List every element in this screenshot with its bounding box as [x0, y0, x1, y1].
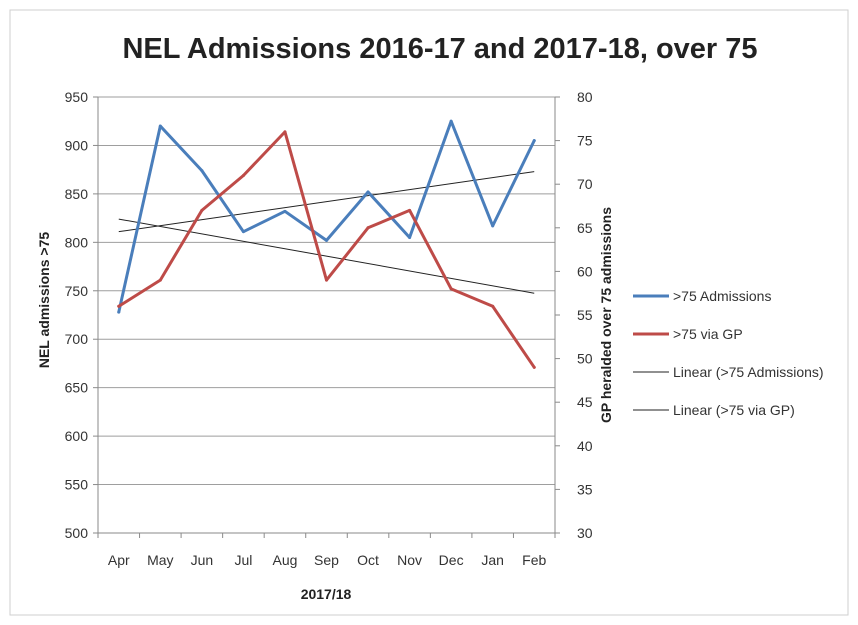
- axes: [93, 96, 560, 538]
- left-tick-label: 700: [65, 331, 89, 347]
- left-tick-label: 650: [65, 380, 89, 396]
- data-series: [117, 119, 536, 369]
- data-point: [117, 304, 121, 308]
- x-axis-label: 2017/18: [301, 586, 352, 602]
- data-point: [325, 278, 328, 282]
- x-tick-label: May: [147, 552, 173, 568]
- legend: >75 Admissions >75 via GP Linear (>75 Admi…: [633, 288, 824, 418]
- data-point: [491, 224, 495, 228]
- data-point: [117, 310, 121, 314]
- data-point: [200, 208, 204, 212]
- left-axis-ticks: 950 900 850 800 750 700 650 600 550 500: [65, 89, 89, 541]
- chart-border: [9, 9, 849, 616]
- legend-label: >75 via GP: [673, 326, 743, 342]
- data-point: [158, 278, 162, 282]
- right-axis-label: GP heralded over 75 admissions: [598, 207, 614, 423]
- data-point: [449, 119, 453, 123]
- x-axis-ticks: Apr May Jun Jul Aug Sep Oct Nov Dec Jan Feb: [108, 552, 547, 568]
- left-tick-label: 950: [65, 89, 89, 105]
- left-tick-label: 600: [65, 428, 89, 444]
- data-point: [283, 209, 287, 213]
- left-axis-label: NEL admissions >75: [36, 232, 52, 369]
- data-point: [158, 124, 162, 128]
- left-tick-label: 750: [65, 283, 89, 299]
- data-point: [532, 365, 536, 369]
- right-tick-label: 75: [577, 133, 593, 149]
- data-point: [408, 208, 412, 212]
- data-point: [366, 226, 370, 230]
- x-tick-label: Jan: [481, 552, 504, 568]
- right-tick-label: 60: [577, 263, 593, 279]
- data-point: [200, 169, 204, 173]
- data-point: [532, 139, 536, 143]
- right-tick-label: 30: [577, 525, 593, 541]
- right-tick-label: 80: [577, 89, 593, 105]
- x-tick-label: Nov: [397, 552, 422, 568]
- x-tick-label: Dec: [439, 552, 464, 568]
- right-tick-label: 40: [577, 438, 593, 454]
- x-tick-label: Jun: [191, 552, 214, 568]
- right-axis-ticks: 80 75 70 65 60 55 50 45 40 35 30: [577, 89, 593, 541]
- data-point: [241, 173, 245, 177]
- chart-title: NEL Admissions 2016-17 and 2017-18, over…: [122, 33, 757, 65]
- left-tick-label: 550: [65, 477, 89, 493]
- right-tick-label: 35: [577, 481, 593, 497]
- left-tick-label: 500: [65, 525, 89, 541]
- legend-label: Linear (>75 Admissions): [673, 364, 824, 380]
- data-point: [325, 238, 328, 242]
- left-tick-label: 850: [65, 186, 89, 202]
- right-tick-label: 45: [577, 394, 593, 410]
- right-tick-label: 65: [577, 220, 593, 236]
- x-tick-label: Oct: [357, 552, 379, 568]
- legend-label: >75 Admissions: [673, 288, 771, 304]
- data-point: [241, 230, 245, 234]
- right-tick-label: 55: [577, 307, 593, 323]
- legend-label: Linear (>75 via GP): [673, 402, 795, 418]
- right-tick-label: 70: [577, 176, 593, 192]
- x-tick-label: Apr: [108, 552, 130, 568]
- right-tick-label: 50: [577, 351, 593, 367]
- data-point: [366, 190, 370, 194]
- trendline: [118, 171, 535, 233]
- data-point: [449, 287, 453, 291]
- x-tick-label: Feb: [522, 552, 546, 568]
- data-point: [408, 235, 412, 239]
- x-tick-label: Sep: [314, 552, 339, 568]
- data-point: [491, 304, 495, 308]
- data-point: [283, 130, 287, 134]
- x-tick-label: Jul: [234, 552, 252, 568]
- left-tick-label: 800: [65, 234, 89, 250]
- left-tick-label: 900: [65, 137, 89, 153]
- x-tick-label: Aug: [272, 552, 297, 568]
